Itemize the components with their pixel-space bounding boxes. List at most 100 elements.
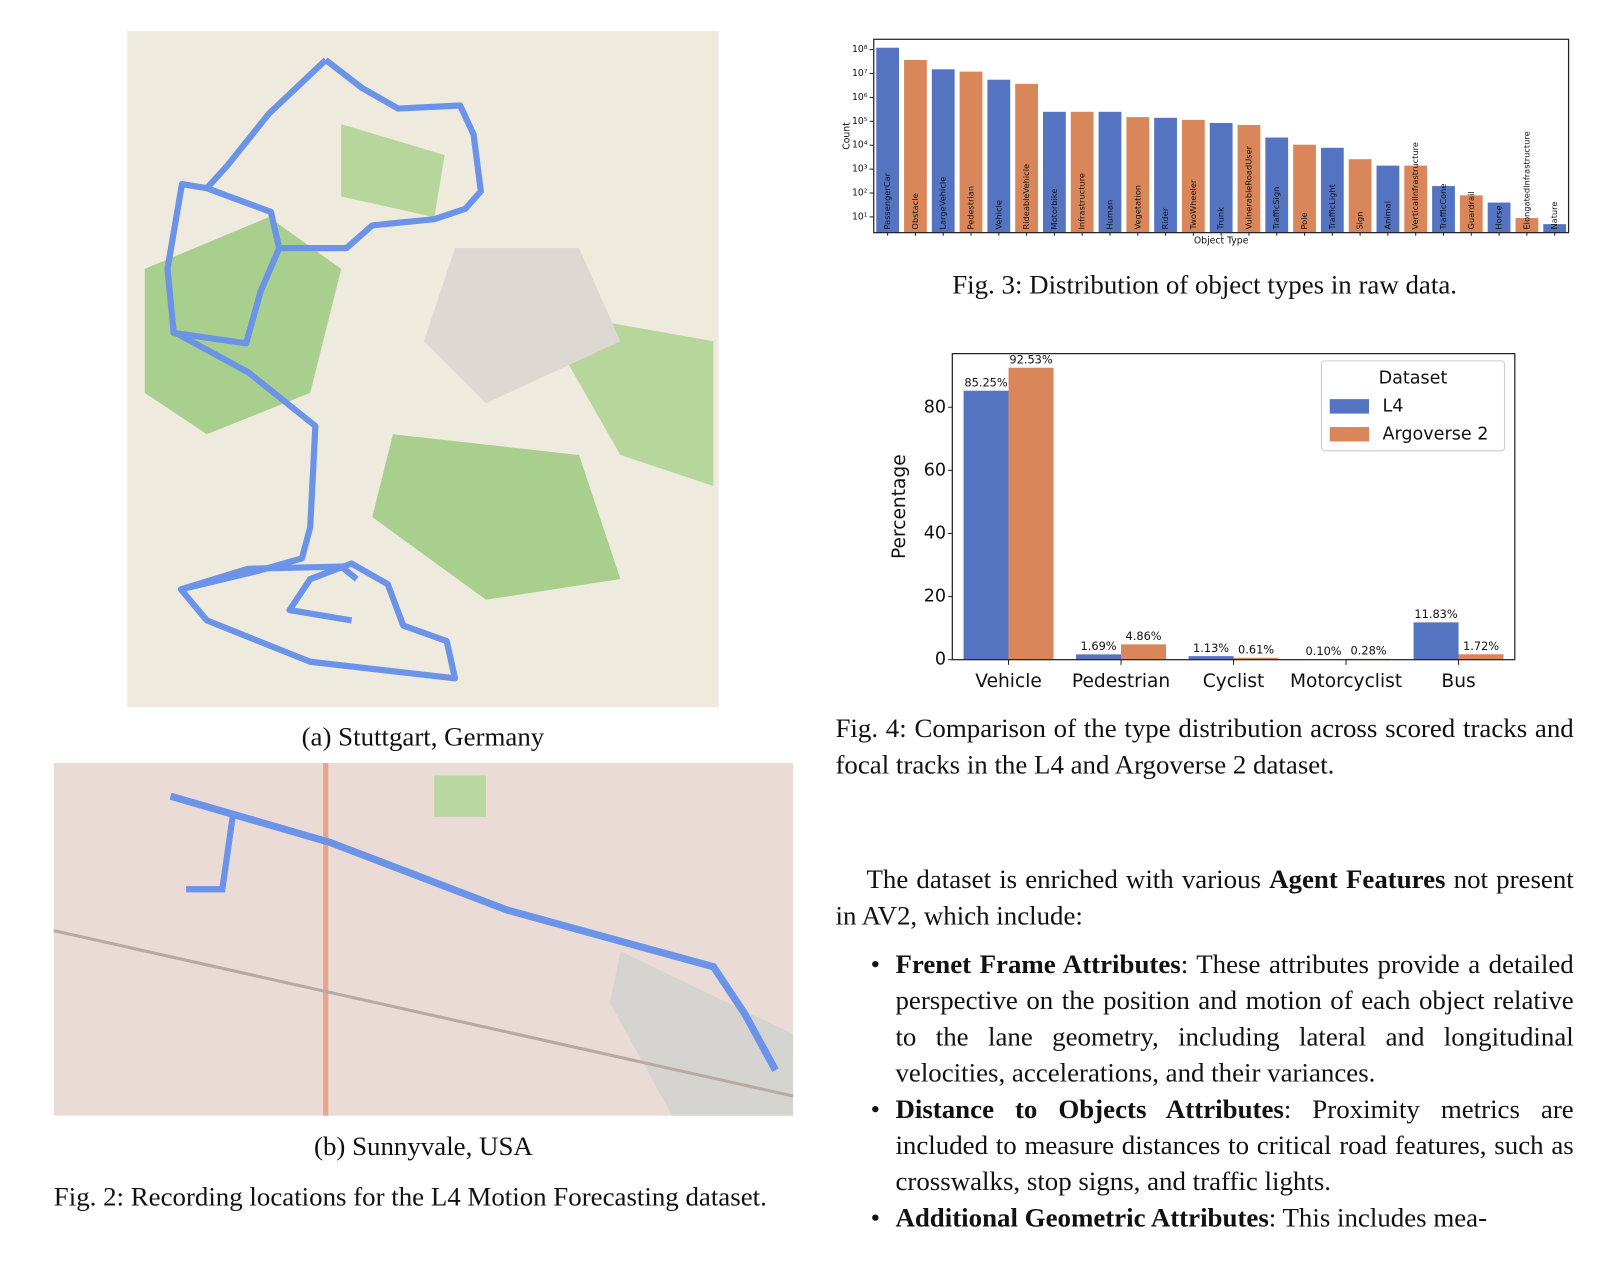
x-tick-label: Horse [1494, 205, 1504, 229]
figure-caption: Fig. 2: Recording locations for the L4 M… [53, 1181, 767, 1212]
y-tick-label: 10⁸ [852, 44, 868, 55]
y-tick-label: 10⁷ [852, 68, 868, 79]
bar [987, 79, 1011, 233]
map-sunnyvale [53, 763, 794, 1116]
route [180, 563, 359, 593]
value-label: 11.83% [1414, 607, 1458, 621]
x-tick-label: Bus [1441, 671, 1475, 692]
bar [1154, 117, 1177, 233]
plot-frame [873, 38, 1570, 234]
x-tick-label: Pedestrian [966, 186, 976, 230]
map-forest [341, 124, 445, 218]
bar [1265, 137, 1289, 233]
bar [1376, 165, 1400, 233]
bar [1188, 656, 1234, 660]
bar [1459, 195, 1483, 233]
bar [1008, 367, 1054, 660]
text: : These attributes provide a detailed pe… [895, 949, 1574, 1088]
x-tick-label: Motorbike [1049, 189, 1059, 230]
x-tick-label: Human [1104, 200, 1114, 230]
route [204, 57, 328, 191]
bar [959, 71, 983, 233]
x-tick-label: TrafficCone [1438, 184, 1448, 231]
x-tick-label: Nature [1549, 202, 1559, 230]
bold-text: Frenet Frame Attributes [895, 949, 1181, 980]
bar [1515, 218, 1539, 233]
x-tick-label: Infrastructure [1077, 173, 1087, 230]
x-tick-label: Vegetation [1132, 185, 1142, 230]
bullet-list: Frenet Frame Attributes: These attribute… [871, 946, 1574, 1236]
value-label: 0.61% [1238, 643, 1274, 657]
route [186, 816, 236, 893]
bar [1209, 123, 1233, 233]
bullet: Distance to Objects Attributes: Proximit… [871, 1091, 1574, 1200]
legend-title: Dataset [1379, 368, 1448, 388]
map-airport [610, 951, 794, 1116]
subcaption: (b) Sunnyvale, USA [314, 1131, 533, 1162]
bar [904, 59, 927, 233]
x-tick-label: VulnerableRoadUser [1243, 145, 1253, 229]
x-tick-label: ElongatedInfrastructure [1521, 131, 1531, 229]
value-label: 1.72% [1463, 639, 1499, 653]
bar [1181, 119, 1205, 233]
y-tick-label: 10⁶ [852, 92, 868, 103]
x-tick-label: Pole [1299, 212, 1309, 229]
bar [1126, 117, 1150, 233]
bar [1543, 224, 1567, 233]
map-forest [372, 434, 621, 600]
x-tick-label: TwoWheeler [1188, 179, 1198, 230]
x-tick-label: TrafficSign [1271, 187, 1281, 231]
bar [1042, 111, 1066, 233]
x-tick-label: TrafficLight [1327, 183, 1337, 230]
text: The dataset is enriched with various [866, 864, 1270, 895]
y-tick-label: 10¹ [852, 211, 868, 222]
bar [1458, 654, 1504, 660]
bold-text: Distance to Objects Attributes [895, 1093, 1284, 1124]
map-rail [53, 929, 794, 1098]
value-label: 0.10% [1306, 644, 1342, 658]
bar [1413, 622, 1459, 660]
text: : This includes mea- [1268, 1202, 1488, 1233]
x-tick-label: Vehicle [993, 200, 1003, 230]
map-stuttgart [127, 31, 719, 708]
bar [1121, 644, 1167, 660]
x-tick-label: Sign [1355, 212, 1365, 230]
bar [1320, 147, 1344, 233]
map-park [434, 775, 486, 817]
x-tick-label: VerticalInfrastructure [1410, 142, 1420, 229]
subcaption: (a) Stuttgart, Germany [301, 721, 545, 752]
value-label: 0.28% [1351, 644, 1387, 658]
bar [1348, 159, 1372, 233]
x-tick-label: Obstacle [910, 193, 920, 229]
y-tick-label: 60 [924, 460, 946, 480]
legend-label: Argoverse 2 [1382, 424, 1488, 444]
x-tick-label: Rider [1160, 207, 1170, 229]
legend-swatch [1329, 399, 1370, 414]
x-tick-label: Motorcyclist [1290, 671, 1402, 692]
y-tick-label: 0 [935, 650, 946, 670]
text: : Proximity metrics are included to meas… [895, 1093, 1574, 1197]
plot-frame [951, 353, 1516, 661]
bar [1015, 83, 1038, 233]
y-tick-label: 80 [924, 397, 946, 417]
bar [1432, 186, 1455, 233]
bar [931, 69, 955, 233]
y-tick-label: 40 [924, 523, 946, 543]
map-forest [144, 217, 342, 435]
legend-swatch [1329, 427, 1370, 442]
x-tick-label: Trunk [1216, 207, 1226, 231]
x-tick-label: Animal [1382, 201, 1392, 230]
bar [1237, 125, 1261, 233]
bar [1076, 654, 1122, 660]
value-label: 92.53% [1009, 352, 1053, 366]
bar [1293, 144, 1316, 233]
value-label: 85.25% [964, 375, 1008, 389]
x-tick-label: Pedestrian [1072, 671, 1170, 692]
x-tick-label: Cyclist [1203, 671, 1265, 692]
x-tick-label: RideableVehicle [1021, 164, 1031, 230]
figure-caption: Fig. 4: Comparison of the type distribut… [835, 713, 1574, 780]
bar [1404, 165, 1428, 233]
bar [1070, 111, 1094, 233]
